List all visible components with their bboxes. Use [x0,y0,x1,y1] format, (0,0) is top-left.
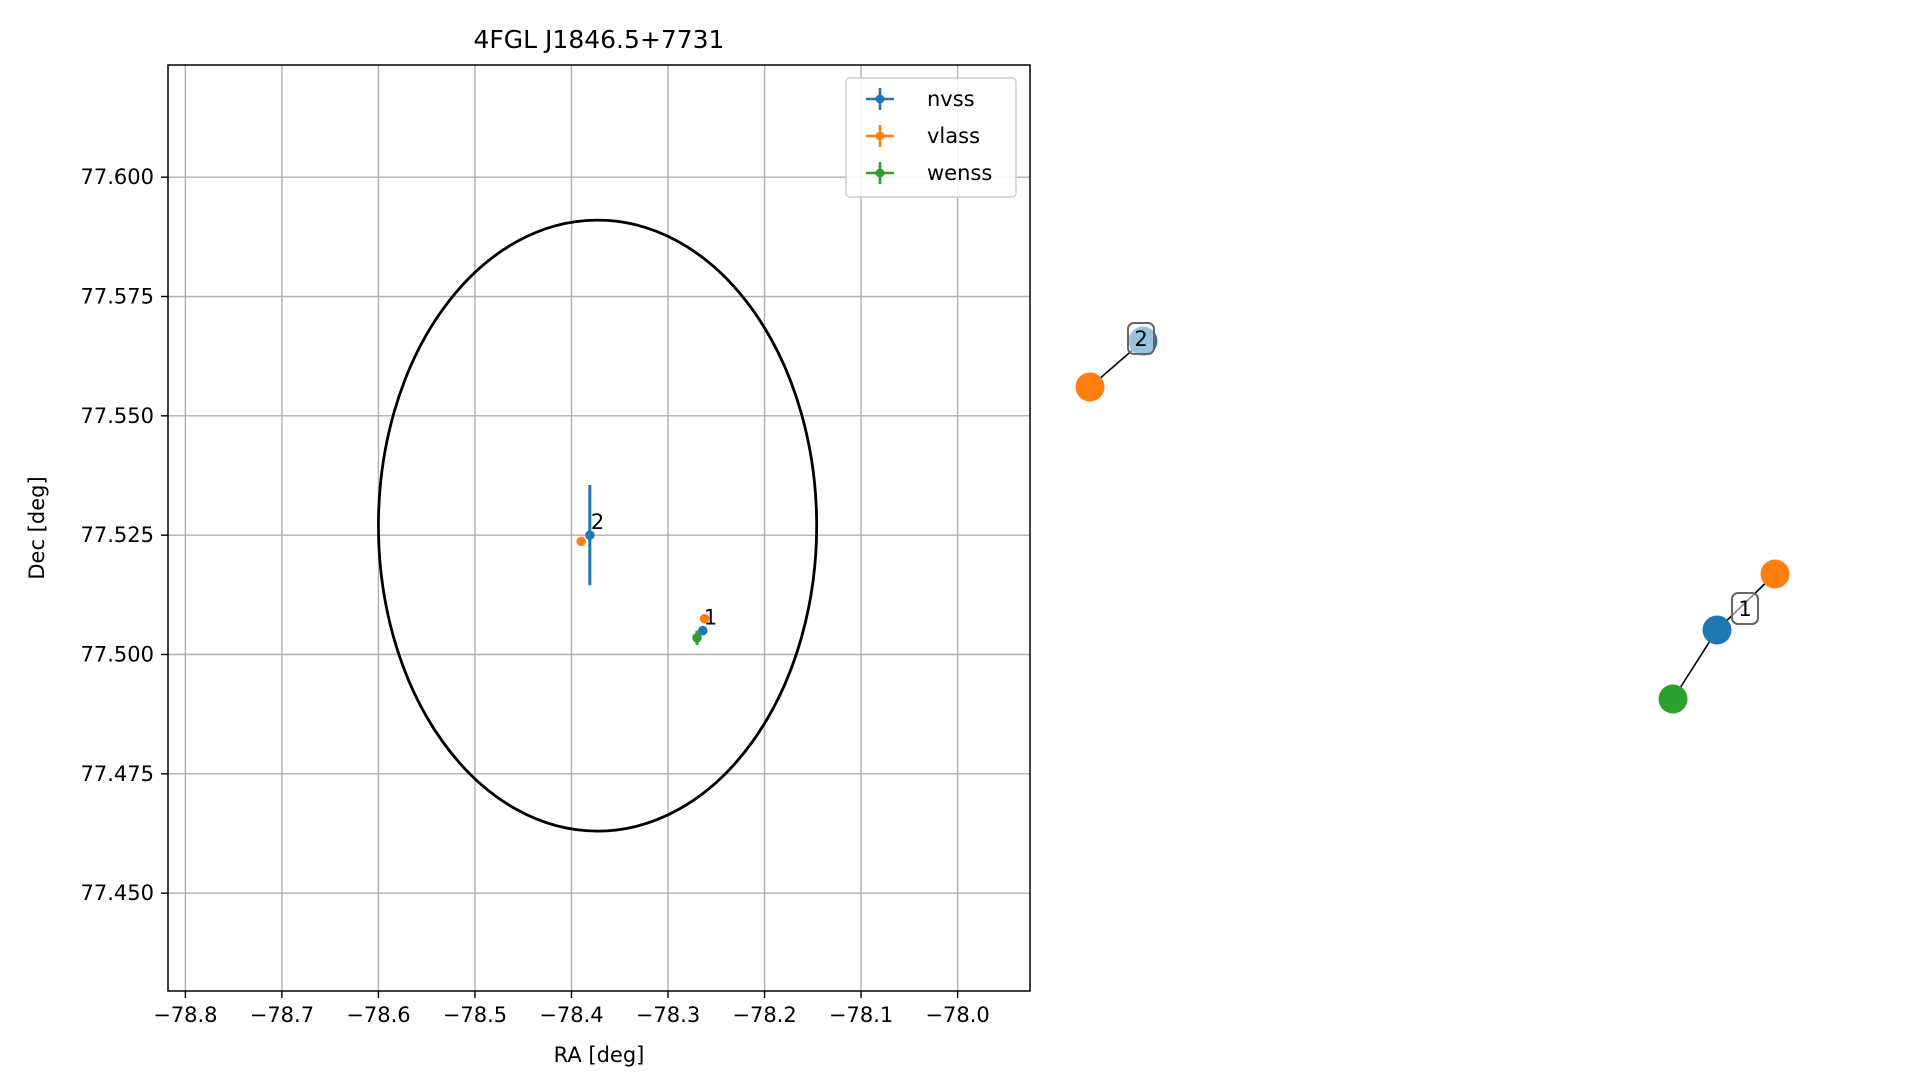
cluster-label: 1 [704,606,717,630]
cluster-label-box [1731,592,1759,625]
plot-frame [167,64,1031,992]
x-tick-label: −78.7 [250,1003,314,1027]
y-tick-label: 77.450 [81,881,154,905]
x-tick-label: −78.3 [636,1003,700,1027]
x-tick-label: −78.0 [925,1003,989,1027]
x-tick-label: −78.1 [829,1003,893,1027]
uncertainty-ellipse [377,218,819,833]
legend-marker-dot [875,131,885,141]
legend-marker-dot [875,168,885,178]
x-tick-label: −78.5 [443,1003,507,1027]
chart-title: 4FGL J1846.5+7731 [474,25,725,54]
legend-marker-dot [875,94,885,104]
y-tick-label: 77.525 [81,523,154,547]
node-nvss [1702,615,1732,645]
node-vlass [1760,559,1790,589]
y-tick-label: 77.600 [81,165,154,189]
uncertainty-ellipse-layer [377,218,819,833]
nvss-point [697,625,708,636]
x-axis-label: RA [deg] [554,1043,645,1067]
legend-entry-wenss: wenss [927,161,992,185]
axes-frame [167,64,1031,992]
cluster-label: 2 [591,510,604,534]
node-vlass [1075,372,1105,402]
y-tick-label: 77.575 [81,285,154,309]
node-wenss [1658,684,1688,714]
y-tick-label: 77.500 [81,642,154,666]
scatter-plot-panel: 4FGL J1846.5+7731 RA [deg] Dec [deg] 21 … [25,25,1031,1067]
legend: nvss vlass wenss [845,77,1017,198]
legend-entry-vlass: vlass [927,124,980,148]
cluster-network-panel: 21 [1075,322,1790,714]
ticks: −78.8 −78.7 −78.6 −78.5 −78.4 −78.3 −78.2 −78.1… [81,165,990,1027]
x-tick-label: −78.8 [153,1003,217,1027]
legend-box [845,77,1017,198]
legend-entry-nvss: nvss [927,87,975,111]
data-marks: 21 [576,485,717,645]
vlass-point [576,536,586,547]
y-tick-label: 77.550 [81,404,154,428]
x-tick-label: −78.6 [346,1003,410,1027]
vlass-point [699,613,710,624]
x-tick-label: −78.2 [732,1003,796,1027]
y-axis-label: Dec [deg] [25,476,49,579]
cluster-label-text: 2 [1134,327,1147,351]
cluster-label-box [1127,322,1155,355]
x-tick-label: −78.4 [539,1003,603,1027]
grid [168,65,1030,991]
y-tick-label: 77.475 [81,762,154,786]
cluster-label-text: 1 [1738,597,1751,621]
wenss-point [692,632,702,643]
nvss-point [585,530,595,540]
